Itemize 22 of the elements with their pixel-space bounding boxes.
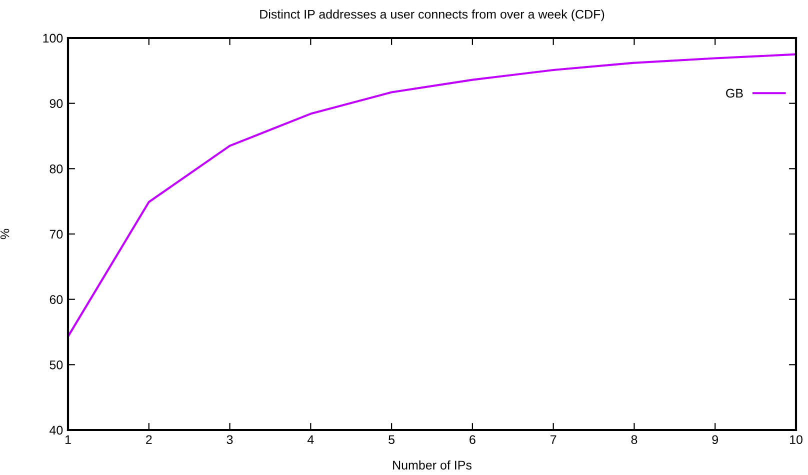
- y-tick-label: 70: [50, 230, 63, 239]
- x-tick-label: 10: [790, 435, 802, 444]
- y-tick-label: 50: [50, 360, 63, 370]
- x-axis-title: Number of IPs: [393, 460, 472, 470]
- x-tick-label: 5: [388, 435, 395, 444]
- y-tick-label: 80: [50, 164, 63, 174]
- y-tick-label: 60: [50, 295, 63, 304]
- y-axis-title: %: [0, 228, 10, 240]
- x-tick-label: 8: [631, 435, 638, 444]
- x-tick-label: 4: [307, 435, 314, 444]
- y-tick-label: 40: [50, 426, 63, 435]
- chart-title: Distinct IP addresses a user connects from over a week (CDF): [260, 9, 604, 22]
- x-tick-label: 3: [226, 435, 233, 444]
- legend-label: GB: [726, 88, 743, 98]
- x-tick-label: 7: [550, 435, 556, 444]
- x-tick-label: 6: [470, 435, 476, 444]
- y-tick-label: 100: [43, 34, 63, 43]
- y-tick-label: 90: [50, 99, 63, 108]
- x-tick-label: 9: [712, 435, 718, 444]
- x-tick-label: 2: [146, 435, 152, 444]
- x-tick-label: 1: [65, 435, 71, 444]
- line-series: [68, 53, 796, 338]
